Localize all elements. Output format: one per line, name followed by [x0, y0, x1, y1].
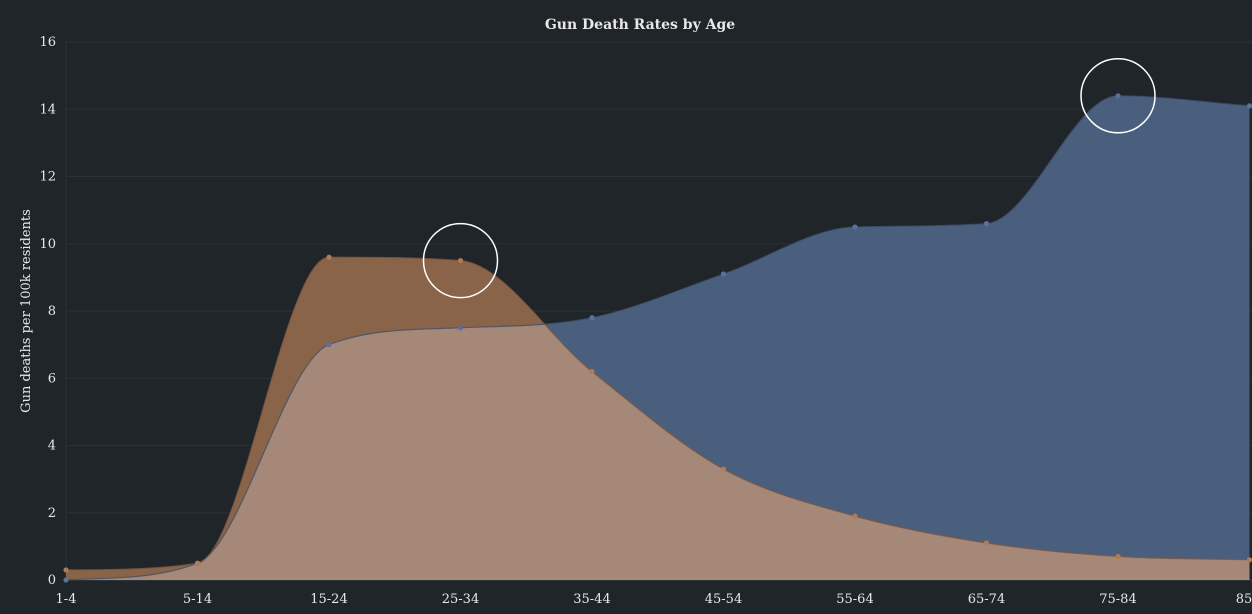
series-0-point[interactable]: [326, 342, 332, 348]
highlight-circle: [1080, 58, 1156, 134]
y-tick-label: 10: [39, 237, 56, 252]
highlight-circle: [422, 222, 499, 299]
x-tick-label: 25-34: [442, 592, 479, 607]
series-0-point[interactable]: [63, 577, 69, 583]
series-1-point[interactable]: [63, 567, 69, 573]
y-tick-label: 2: [48, 506, 56, 521]
y-axis-ticks: 0 2 4 6 8 10 12 14 16: [39, 35, 56, 588]
chart-title: Gun Death Rates by Age: [545, 17, 735, 33]
y-tick-label: 16: [39, 35, 56, 50]
series-1-point[interactable]: [720, 466, 727, 472]
y-tick-label: 0: [48, 573, 56, 588]
x-tick-label: 65-74: [968, 592, 1005, 607]
y-axis-title: Gun deaths per 100k residents: [19, 209, 34, 413]
data-points: [63, 93, 1252, 583]
series-0-point[interactable]: [457, 325, 464, 331]
series-0-point[interactable]: [720, 271, 727, 277]
x-tick-label: 75-84: [1099, 592, 1136, 607]
series-1-point[interactable]: [457, 257, 464, 264]
x-tick-label: 35-44: [573, 592, 610, 607]
x-tick-label: 55-64: [836, 592, 873, 607]
overlap-area: [66, 257, 1250, 580]
series-1-line: [66, 256, 1250, 571]
series-0-line: [66, 95, 1250, 581]
y-tick-label: 4: [48, 439, 56, 454]
series-0-point[interactable]: [852, 224, 858, 230]
y-tick-label: 12: [39, 170, 56, 185]
y-tick-label: 6: [48, 371, 56, 386]
series-0-point[interactable]: [1115, 93, 1121, 99]
series-1-point[interactable]: [194, 560, 201, 566]
x-tick-label: 85+: [1236, 592, 1252, 607]
series-1-point[interactable]: [983, 540, 990, 546]
highlight-circles: [422, 58, 1156, 299]
x-tick-label: 45-54: [705, 592, 742, 607]
series-0-point[interactable]: [1246, 103, 1252, 109]
series-0-point[interactable]: [589, 315, 595, 321]
series-1-point[interactable]: [1115, 553, 1121, 560]
x-axis-ticks: 1-4 5-14 15-24 25-34 35-44 45-54 55-64 65-74 75-…: [56, 592, 1252, 607]
series-1-point[interactable]: [326, 254, 332, 260]
y-tick-label: 14: [39, 102, 56, 117]
series-areas: [66, 95, 1250, 581]
series-1-point[interactable]: [589, 368, 595, 375]
series-0-point[interactable]: [983, 220, 990, 227]
y-tick-label: 8: [48, 304, 56, 319]
x-tick-label: 15-24: [310, 592, 347, 607]
series-1-point[interactable]: [852, 513, 858, 519]
x-tick-label: 5-14: [183, 592, 212, 607]
series-1-point[interactable]: [1246, 557, 1252, 563]
x-tick-label: 1-4: [56, 592, 77, 607]
